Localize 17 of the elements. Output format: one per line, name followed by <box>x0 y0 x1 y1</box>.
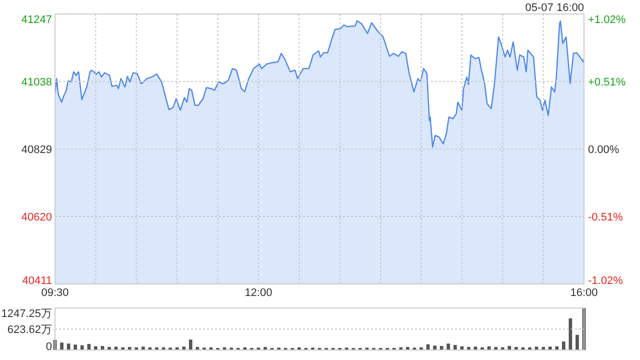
y-tick-label: 1247.25万 <box>1 308 52 320</box>
y-tick-label: 40411 <box>22 275 52 287</box>
y2-tick-label: 0.00% <box>588 144 620 156</box>
y-tick-label: 623.62万 <box>7 324 52 336</box>
y2-tick-label: -0.51% <box>588 212 624 224</box>
y2-tick-label: +0.51% <box>588 76 626 88</box>
y-tick-label: 41247 <box>21 14 52 26</box>
y2-tick-label: +1.02% <box>588 14 626 26</box>
x-tick-label: 12:00 <box>244 287 272 299</box>
x-tick-label: 16:00 <box>570 287 598 299</box>
y-tick-label: 40829 <box>21 144 52 156</box>
y-tick-label: 40620 <box>21 212 52 224</box>
y-tick-label: 0 <box>46 341 52 353</box>
y2-tick-label: -1.02% <box>588 275 624 287</box>
y-tick-label: 41038 <box>21 76 52 88</box>
x-tick-label: 09:30 <box>41 287 69 299</box>
annotation: 05-07 16:00 <box>525 2 584 14</box>
